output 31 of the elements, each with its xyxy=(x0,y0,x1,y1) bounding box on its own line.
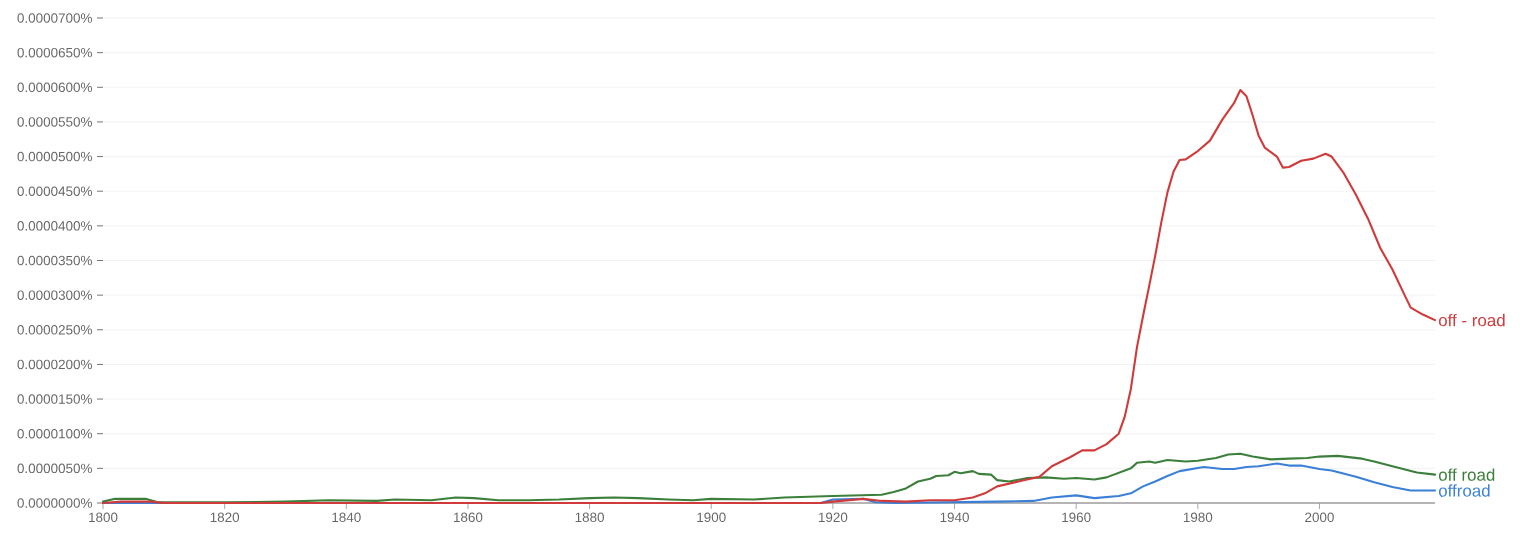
series-label: off road xyxy=(1438,468,1495,481)
x-tick-label: 1880 xyxy=(575,512,605,523)
y-tick-label: 0.0000400% xyxy=(17,221,92,231)
series-label: offroad xyxy=(1438,484,1490,497)
series-label: off - road xyxy=(1438,313,1505,327)
y-tick-label: 0.0000600% xyxy=(17,82,92,93)
y-tick-label: 0.0000700% xyxy=(17,13,92,23)
x-tick-label: 1840 xyxy=(332,512,361,523)
x-tick-label: 1820 xyxy=(210,512,240,523)
x-tick-label: 1920 xyxy=(818,512,848,523)
x-tick-label: 1800 xyxy=(89,512,118,523)
y-tick-label: 0.0000250% xyxy=(17,325,92,335)
x-tick-label: 1980 xyxy=(1183,512,1213,523)
x-tick-label: 1940 xyxy=(940,512,969,523)
line-series xyxy=(101,452,1437,504)
y-tick-label: 0.0000150% xyxy=(17,394,92,404)
y-tick-label: 0.0000000% xyxy=(17,498,92,508)
y-tick-label: 0.0000300% xyxy=(17,290,92,300)
x-tick-label: 2000 xyxy=(1305,512,1334,523)
y-tick-label: 0.0000550% xyxy=(17,117,92,127)
line-series xyxy=(101,89,1437,505)
y-tick-label: 0.0000100% xyxy=(17,428,92,439)
y-tick-label: 0.0000350% xyxy=(17,255,92,266)
y-tick-label: 0.0000650% xyxy=(17,47,92,58)
y-tick-label: 0.0000050% xyxy=(17,463,92,474)
x-tick-label: 1860 xyxy=(454,512,483,523)
x-tick-label: 1960 xyxy=(1062,512,1091,523)
y-tick-label: 0.0000500% xyxy=(17,151,92,162)
x-tick-label: 1900 xyxy=(697,512,726,523)
y-tick-label: 0.0000450% xyxy=(17,186,92,196)
y-tick-label: 0.0000200% xyxy=(17,359,92,370)
